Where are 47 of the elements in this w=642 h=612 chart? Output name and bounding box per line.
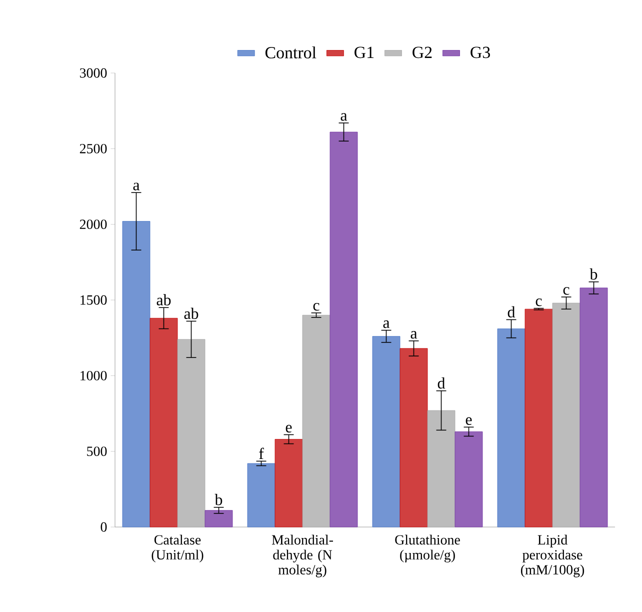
data-label: c	[536, 298, 542, 306]
data-label: b	[214, 494, 222, 506]
bar	[330, 132, 358, 528]
data-label: d	[508, 306, 516, 318]
data-label: ab	[184, 308, 198, 319]
bar	[524, 308, 553, 528]
bar	[302, 314, 330, 528]
data-label: c	[563, 287, 570, 295]
data-label: c	[313, 303, 320, 311]
data-label: a	[133, 182, 140, 190]
bar	[274, 439, 303, 528]
bar	[177, 339, 206, 528]
legend-label: Control	[265, 46, 316, 58]
bar	[150, 318, 178, 528]
bar	[454, 431, 483, 528]
bar	[122, 221, 150, 528]
bar	[427, 410, 456, 528]
legend-label: G1	[354, 46, 374, 58]
x-tick-label: Lipid peroxidase (mM/100g)	[520, 534, 584, 578]
data-label: a	[410, 331, 418, 339]
data-label: a	[383, 320, 390, 328]
y-tick-label: 1500	[80, 295, 107, 305]
data-label: a	[340, 113, 348, 121]
data-label: b	[590, 268, 598, 280]
y-tick-label: 2000	[80, 220, 107, 230]
data-label: d	[438, 377, 446, 389]
x-tick-label: Glutathione (µmole/g)	[395, 534, 460, 562]
data-label: e	[466, 417, 472, 425]
x-tick-label: Malondial-dehyde (N moles/g)	[272, 534, 333, 578]
y-tick-label: 2500	[80, 144, 107, 154]
y-tick-label: 500	[87, 446, 107, 456]
data-label: ab	[156, 294, 171, 306]
bar	[372, 336, 400, 528]
y-tick-label: 1000	[80, 370, 107, 380]
y-tick-label: 0	[100, 522, 107, 532]
data-label: f	[259, 448, 264, 459]
legend-label: G3	[470, 46, 490, 58]
bar	[204, 510, 233, 528]
data-label: e	[286, 424, 292, 432]
bar	[247, 463, 276, 528]
bar	[580, 288, 608, 528]
x-tick-label: Catalase (Unit/ml)	[152, 534, 204, 562]
y-tick-label: 3000	[80, 68, 107, 78]
legend-label: G2	[412, 46, 432, 58]
bar	[497, 328, 526, 528]
bar	[552, 302, 580, 528]
bar	[400, 348, 428, 528]
